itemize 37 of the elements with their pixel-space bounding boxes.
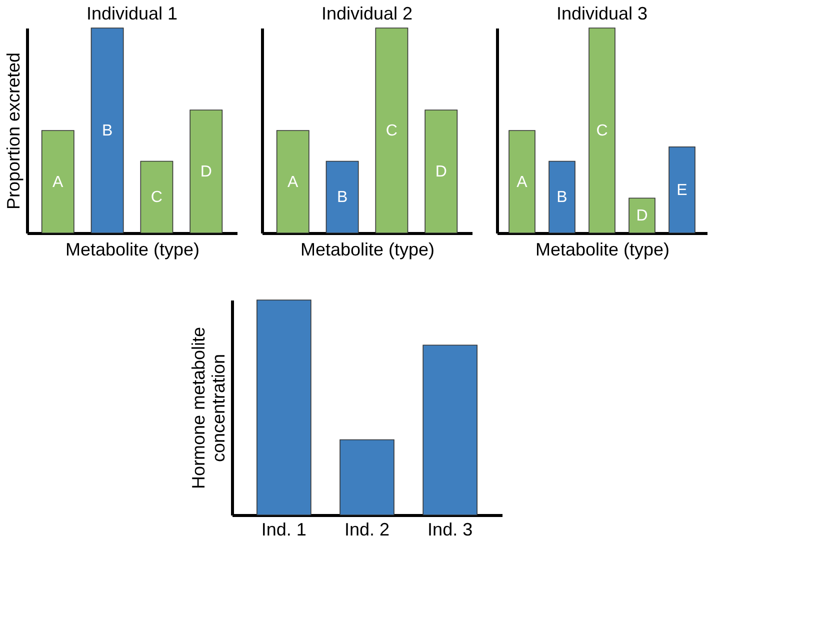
x-axis-title: Metabolite (type) <box>65 240 200 260</box>
bar <box>41 130 74 234</box>
annotation: D <box>636 208 648 225</box>
bar <box>140 160 174 234</box>
annotation: A <box>516 174 528 191</box>
annotation: B <box>336 189 348 206</box>
bar <box>668 146 696 234</box>
chart-title: Individual 1 <box>86 4 178 24</box>
bar <box>326 160 359 234</box>
annotation: A <box>52 174 64 191</box>
bar <box>548 160 576 234</box>
bar <box>375 28 408 234</box>
annotation: D <box>435 164 447 180</box>
x-axis-title: Metabolite (type) <box>300 240 435 260</box>
annotation: C <box>596 122 608 140</box>
x-tick-label: Ind. 3 <box>428 520 473 540</box>
bar <box>508 130 536 234</box>
bar <box>588 28 616 234</box>
y-axis-title: Proportion excreted <box>4 52 24 210</box>
annotation: A <box>288 174 299 191</box>
x-tick-label: Ind. 1 <box>261 520 306 540</box>
annotation: D <box>200 164 212 180</box>
annotation: C <box>150 189 162 206</box>
annotation: B <box>102 122 113 140</box>
bar <box>190 110 223 234</box>
bar <box>628 198 656 234</box>
bar <box>424 110 458 234</box>
x-axis-title: Metabolite (type) <box>535 240 670 260</box>
bar <box>276 130 310 234</box>
chart-title: Individual 3 <box>556 4 648 24</box>
bar <box>90 28 124 234</box>
chart-title: Individual 2 <box>321 4 413 24</box>
y-axis-title: Hormone metabolite concentration <box>188 326 228 490</box>
annotation: B <box>556 189 568 206</box>
annotation: E <box>676 182 688 199</box>
x-tick-label: Ind. 2 <box>344 520 390 540</box>
annotation: C <box>386 122 398 140</box>
